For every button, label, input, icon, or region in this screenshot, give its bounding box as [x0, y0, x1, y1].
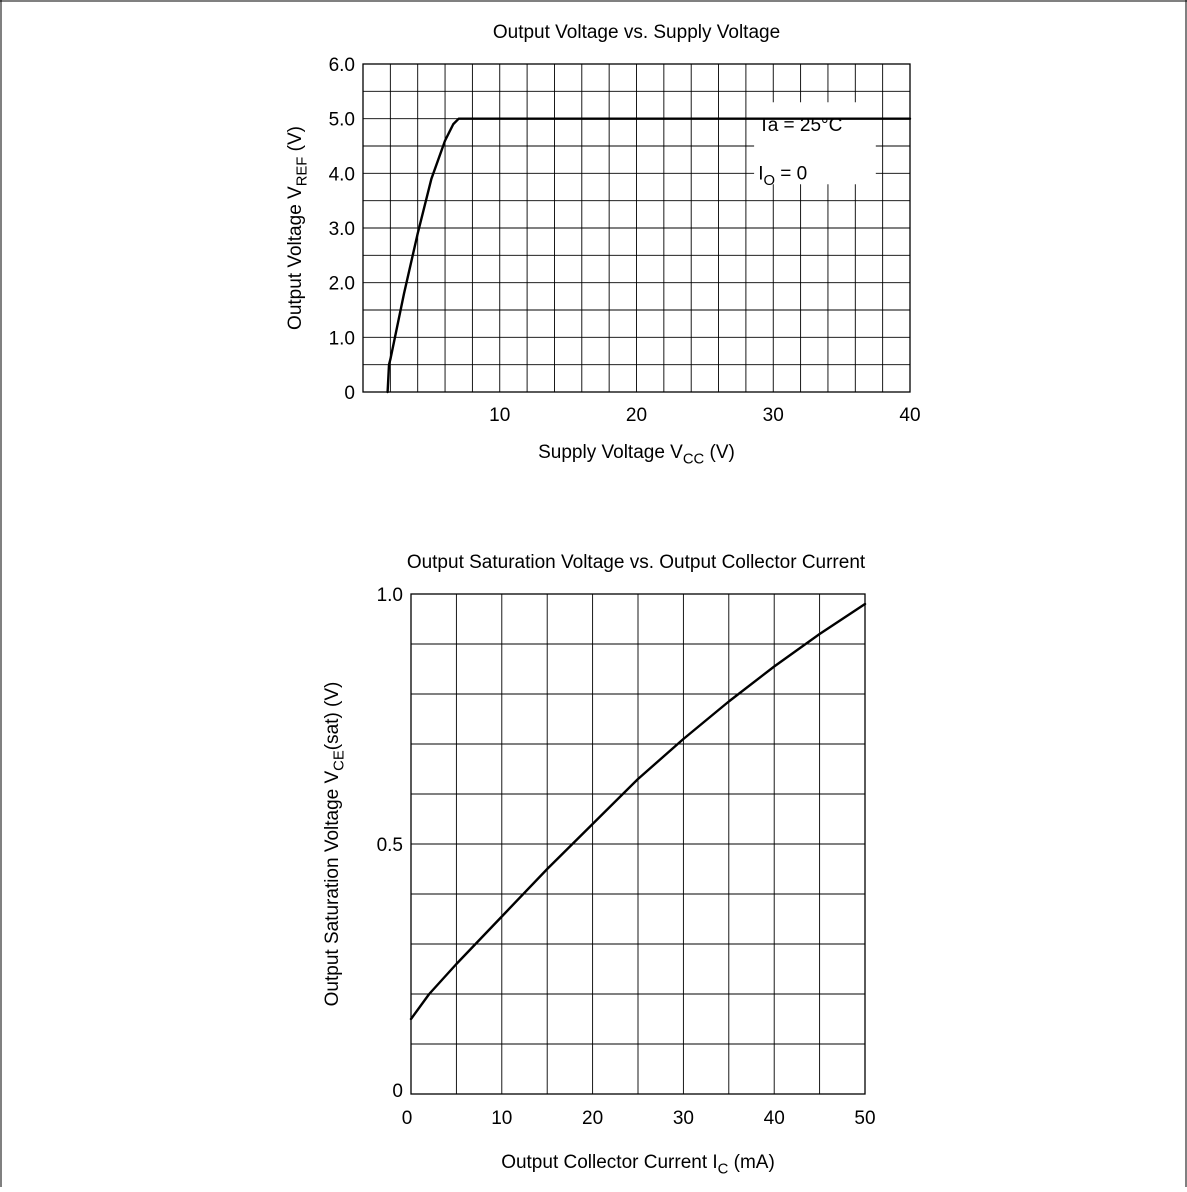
y-axis-label-unit: (V) — [285, 126, 306, 157]
y-axis-label-sub: REF — [295, 157, 311, 187]
condition-current: IO = 0 — [758, 163, 807, 189]
x-axis-label-sub: C — [718, 1162, 729, 1178]
chart-output-voltage-vs-supply: Ta = 25°C IO = 0 10 20 30 40 0 1.0 2.0 3.0 4.0 5.0 6… — [285, 22, 921, 468]
condition-current-sub: O — [763, 173, 775, 189]
condition-temperature: Ta = 25°C — [758, 115, 842, 136]
y-axis-label-unit: (V) — [322, 682, 343, 713]
x-tick-label: 10 — [491, 1108, 512, 1129]
y-tick-label: 0 — [392, 1081, 403, 1102]
x-axis-label-unit: (mA) — [728, 1152, 774, 1173]
x-tick-label: 30 — [763, 405, 784, 426]
x-tick-label: 20 — [626, 405, 647, 426]
y-tick-label: 6.0 — [329, 55, 355, 76]
x-axis-label: Output Collector Current IC (mA) — [501, 1152, 775, 1178]
y-tick-label: 1.0 — [377, 585, 403, 606]
x-tick-label: 50 — [854, 1108, 875, 1129]
x-tick-label: 10 — [489, 405, 510, 426]
chart-title: Output Saturation Voltage vs. Output Col… — [407, 552, 866, 573]
x-axis-label-main: Output Collector Current I — [501, 1152, 717, 1173]
y-tick-label: 3.0 — [329, 219, 355, 240]
y-tick-label: 1.0 — [329, 328, 355, 349]
y-tick-label: 5.0 — [329, 110, 355, 131]
series-line-1 — [386, 117, 912, 394]
x-axis-label-main: Supply Voltage V — [538, 442, 683, 463]
condition-current-main: I — [758, 163, 763, 184]
y-tick-label: 4.0 — [329, 164, 355, 185]
y-axis-label-sub: CE — [332, 750, 348, 771]
x-axis-label-sub: CC — [683, 452, 705, 468]
x-axis-label-unit: (V) — [704, 442, 735, 463]
y-tick-label: 2.0 — [329, 274, 355, 295]
y-axis-label-main: Output Saturation Voltage V — [322, 770, 343, 1006]
x-tick-label: 20 — [582, 1108, 603, 1129]
series-line-1 — [409, 602, 867, 1021]
y-axis-label-rest: (sat) — [322, 712, 343, 750]
plot-frame — [410, 593, 866, 1095]
x-tick-label: 40 — [764, 1108, 785, 1129]
y-tick-label: 0.5 — [377, 835, 403, 856]
chart-title: Output Voltage vs. Supply Voltage — [493, 22, 780, 43]
conditions-box — [754, 102, 876, 185]
y-axis-label-main: Output Voltage V — [285, 186, 306, 330]
y-axis-label: Output Voltage VREF (V) — [285, 126, 311, 330]
x-tick-label: 30 — [673, 1108, 694, 1129]
y-axis-label: Output Saturation Voltage VCE(sat) (V) — [322, 682, 348, 1007]
plot-frame — [362, 63, 911, 393]
y-tick-label: 0 — [344, 383, 355, 404]
x-axis-label: Supply Voltage VCC (V) — [538, 442, 735, 468]
condition-current-rest: = 0 — [775, 163, 807, 184]
x-tick-label: 40 — [899, 405, 920, 426]
x-tick-label: 0 — [402, 1108, 413, 1129]
